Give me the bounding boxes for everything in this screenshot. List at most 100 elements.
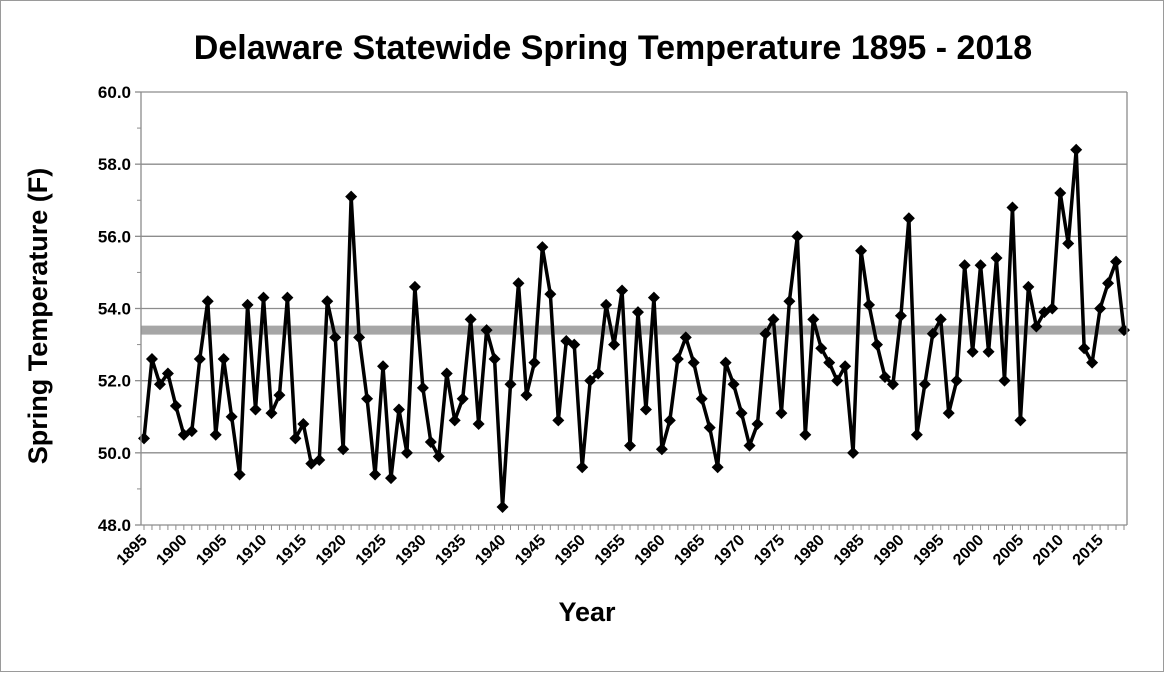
y-axis-title: Spring Temperature (F) [23,168,53,465]
data-point [321,295,334,308]
data-point [990,251,1003,264]
x-tick-label: 1900 [153,532,190,569]
data-point [958,259,971,272]
data-point [209,428,222,441]
data-point [934,313,947,326]
chart-title: Delaware Statewide Spring Temperature 18… [194,29,1032,67]
data-point [1110,255,1123,268]
data-point [894,309,907,322]
data-point [289,432,302,445]
x-tick-label: 1985 [831,532,868,569]
data-point [496,500,509,513]
data-point [886,378,899,391]
data-point [361,392,374,405]
data-point [233,468,246,481]
x-tick-label: 1935 [432,532,469,569]
x-tick-label: 2015 [1070,532,1107,569]
y-tick-label: 52.0 [98,372,131,391]
data-point [639,403,652,416]
data-point [687,356,700,369]
data-point [488,353,501,366]
data-point [616,284,629,297]
data-point [273,389,286,402]
data-point [783,295,796,308]
y-tick-label: 60.0 [98,83,131,102]
x-tick-label: 1980 [791,532,828,569]
data-point [345,190,358,203]
data-point [703,421,716,434]
data-point [775,407,788,420]
data-point [679,331,692,344]
data-point [1078,342,1091,355]
data-point [815,342,828,355]
data-point [719,356,732,369]
data-point [424,436,437,449]
data-point [480,324,493,337]
x-tick-label: 1905 [193,532,230,569]
data-point [982,345,995,358]
data-point [998,374,1011,387]
data-point [353,331,366,344]
data-point [169,399,182,412]
x-tick-label: 1970 [711,532,748,569]
data-point [743,439,756,452]
data-point [1054,187,1067,200]
x-tick-label: 1975 [751,532,788,569]
data-point [671,353,684,366]
data-point [464,313,477,326]
data-point [225,410,238,423]
data-point [942,407,955,420]
data-point [536,241,549,254]
x-tick-label: 1930 [393,532,430,569]
data-point [440,367,453,380]
x-tick-label: 1910 [233,532,270,569]
x-tick-label: 1915 [273,532,310,569]
x-tick-label: 2005 [990,532,1027,569]
data-point [504,378,517,391]
data-point [153,378,166,391]
data-point [544,288,557,301]
data-point [257,291,270,304]
data-point [1006,201,1019,214]
data-point [576,461,589,474]
data-point [1030,320,1043,333]
x-tick-label: 1960 [632,532,669,569]
data-point [329,331,342,344]
x-tick-label: 1965 [671,532,708,569]
data-point [201,295,214,308]
data-point [472,417,485,430]
data-point [600,298,613,311]
data-point [791,230,804,243]
data-point [416,381,429,394]
data-point [145,353,158,366]
x-axis-title: Year [558,597,616,627]
data-point [1014,414,1027,427]
data-point [926,327,939,340]
data-point [185,425,198,438]
data-point [377,360,390,373]
data-point [568,338,581,351]
x-tick-label: 1955 [592,532,629,569]
data-point [1070,143,1083,156]
gridlines [141,91,1127,454]
data-point [384,472,397,485]
data-point [631,306,644,319]
data-point [337,443,350,456]
data-point [847,446,860,459]
data-point [592,367,605,380]
data-point [161,367,174,380]
data-point [871,338,884,351]
data-point [839,360,852,373]
data-point [528,356,541,369]
data-point [863,298,876,311]
data-point [663,414,676,427]
x-tick-label: 2000 [950,532,987,569]
series-group [138,143,1130,513]
series-line [142,147,1126,509]
data-point [608,338,621,351]
data-point [950,374,963,387]
data-point [193,353,206,366]
x-tick-label: 1940 [472,532,509,569]
